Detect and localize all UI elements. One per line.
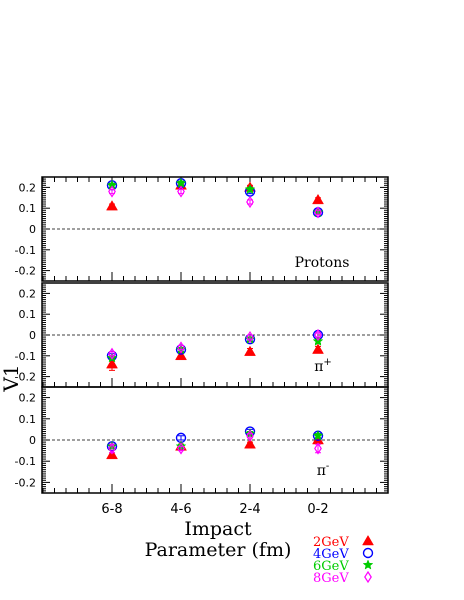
x-category-label: 4-6 bbox=[170, 502, 191, 517]
y-tick-label: 0.2 bbox=[19, 392, 37, 405]
data-point bbox=[244, 345, 256, 356]
data-point bbox=[246, 195, 254, 209]
series-6GeV bbox=[106, 427, 324, 451]
x-axis-title-line2: Parameter (fm) bbox=[145, 539, 292, 561]
series-4GeV bbox=[106, 426, 324, 452]
legend-label: 6GeV bbox=[313, 559, 349, 574]
data-point bbox=[106, 352, 118, 363]
y-tick-label: 0.1 bbox=[19, 413, 37, 426]
y-tick-label: 0.2 bbox=[19, 287, 37, 300]
y-tick-label: 0.1 bbox=[19, 202, 37, 215]
legend-item-4GeV: 4GeV bbox=[313, 547, 374, 562]
y-tick-label: -0.1 bbox=[15, 455, 36, 468]
legend-label: 2GeV bbox=[313, 535, 349, 550]
y-tick-label: -0.2 bbox=[15, 476, 36, 489]
x-axis-title-line1: Impact bbox=[184, 518, 252, 540]
panel-label: π+ bbox=[314, 357, 332, 375]
panels-group: 0.20.10-0.1-0.2Protons0.20.10-0.1-0.2π+0… bbox=[15, 176, 389, 494]
data-point bbox=[312, 193, 324, 205]
series-8GeV bbox=[108, 185, 322, 219]
x-category-label: 0-2 bbox=[307, 502, 328, 517]
data-point bbox=[177, 341, 185, 354]
data-point bbox=[106, 358, 118, 369]
series-2GeV bbox=[106, 343, 324, 371]
panel-1: 0.2 0.1 0 -0.1 -0.2 Protons bbox=[15, 176, 389, 282]
series-6GeV bbox=[106, 333, 324, 363]
y-tick-label: 0 bbox=[29, 223, 36, 236]
series-2GeV bbox=[106, 434, 324, 460]
legend-marker-icon bbox=[362, 559, 374, 570]
y-tick-label: -0.1 bbox=[15, 244, 36, 257]
panel-3: 0.2 0.1 0 -0.1 -0.2 π- bbox=[15, 386, 389, 494]
data-point bbox=[108, 442, 116, 455]
legend-marker-icon bbox=[364, 570, 372, 584]
data-point bbox=[312, 343, 324, 354]
data-point bbox=[312, 430, 324, 441]
panel-label: π- bbox=[317, 461, 330, 479]
panel-label: Protons bbox=[295, 255, 350, 271]
legend-label: 4GeV bbox=[313, 547, 349, 562]
series-2GeV bbox=[106, 179, 324, 211]
data-point bbox=[246, 429, 254, 442]
series-4GeV bbox=[106, 178, 324, 218]
legend-marker-icon bbox=[362, 547, 374, 559]
legend-marker-icon bbox=[362, 535, 374, 546]
data-point bbox=[246, 330, 254, 344]
data-point bbox=[177, 185, 185, 198]
data-point bbox=[314, 206, 322, 219]
data-point bbox=[177, 442, 185, 455]
data-point bbox=[108, 185, 116, 198]
y-tick-label: -0.2 bbox=[15, 265, 36, 278]
y-tick-label: 0 bbox=[29, 329, 36, 342]
series-6GeV bbox=[106, 177, 324, 217]
data-point bbox=[244, 183, 256, 195]
series-8GeV bbox=[108, 328, 322, 360]
data-point bbox=[108, 347, 116, 360]
y-axis-title: V1 bbox=[0, 364, 23, 392]
y-tick-label: -0.2 bbox=[15, 371, 36, 384]
x-category-label: 6-8 bbox=[101, 502, 122, 517]
y-tick-label: -0.1 bbox=[15, 350, 36, 363]
data-point bbox=[244, 438, 256, 449]
panel-2: 0.2 0.1 0 -0.1 -0.2 π+ bbox=[15, 282, 389, 388]
legend-item-6GeV: 6GeV bbox=[313, 559, 374, 574]
data-point bbox=[106, 200, 118, 211]
legend-item-2GeV: 2GeV bbox=[313, 535, 374, 550]
legend-item-8GeV: 8GeV bbox=[313, 570, 372, 586]
x-category-label: 2-4 bbox=[239, 502, 260, 517]
x-category-labels: 6-8 4-6 2-4 0-2 bbox=[101, 502, 328, 517]
legend-label: 8GeV bbox=[313, 571, 349, 586]
y-tick-label: 0.1 bbox=[19, 308, 37, 321]
y-tick-label: 0.2 bbox=[19, 181, 37, 194]
data-point bbox=[314, 328, 322, 342]
data-point bbox=[314, 442, 322, 455]
series-8GeV bbox=[108, 429, 322, 455]
data-point bbox=[175, 349, 187, 361]
y-tick-label: 0 bbox=[29, 434, 36, 447]
